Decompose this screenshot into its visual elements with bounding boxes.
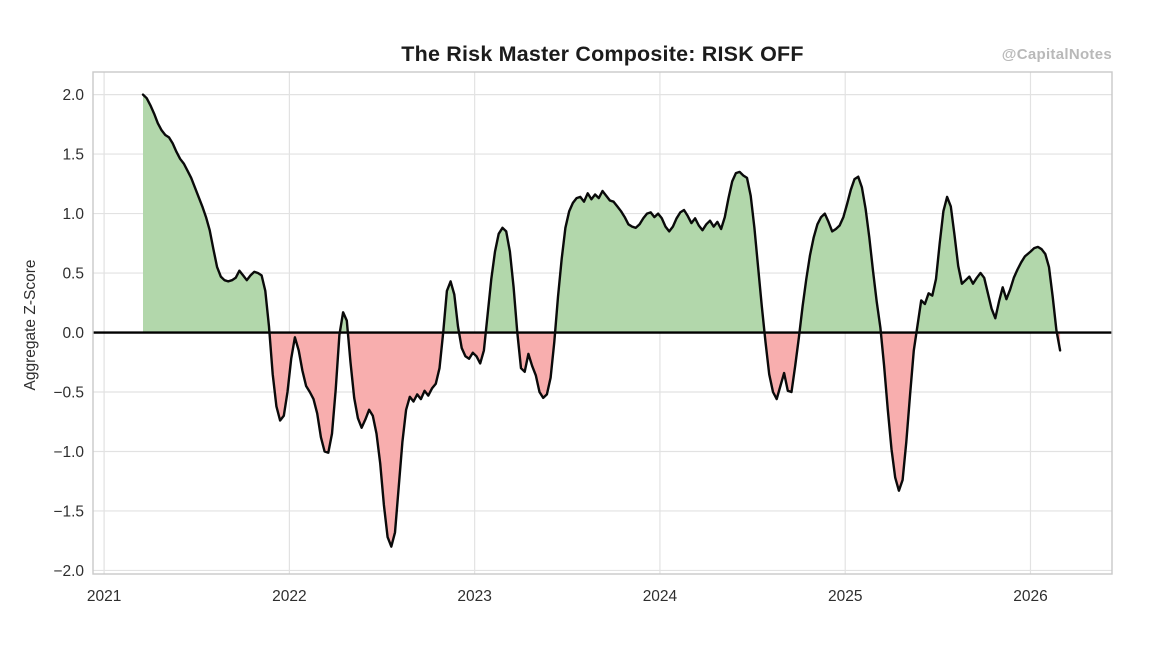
y-tick-label: −0.5 [53,384,84,401]
y-tick-label: 1.5 [62,147,84,164]
x-tick-label: 2026 [1013,588,1047,605]
x-tick-label: 2023 [457,588,491,605]
x-tick-label: 2022 [272,588,306,605]
x-tick-label: 2024 [643,588,678,605]
y-tick-label: 0.5 [62,266,84,283]
y-tick-label: 2.0 [62,87,84,104]
positive-area-fill [143,94,1061,333]
y-tick-label: −1.0 [53,444,84,461]
x-tick-label: 2025 [828,588,862,605]
y-axis-label: Aggregate Z-Score [22,259,39,391]
negative-area-fill [269,332,1061,547]
y-tick-label: 1.0 [62,206,84,223]
plot-border [92,71,1113,575]
composite-zscore-line [141,93,1062,548]
chart-title: The Risk Master Composite: RISK OFF [401,42,804,66]
y-tick-label: −1.5 [53,503,84,520]
y-tick-label: 0.0 [62,325,84,342]
y-tick-label: −2.0 [53,563,84,580]
x-tick-label: 2021 [87,588,121,605]
watermark-handle: @CapitalNotes [1001,46,1112,63]
